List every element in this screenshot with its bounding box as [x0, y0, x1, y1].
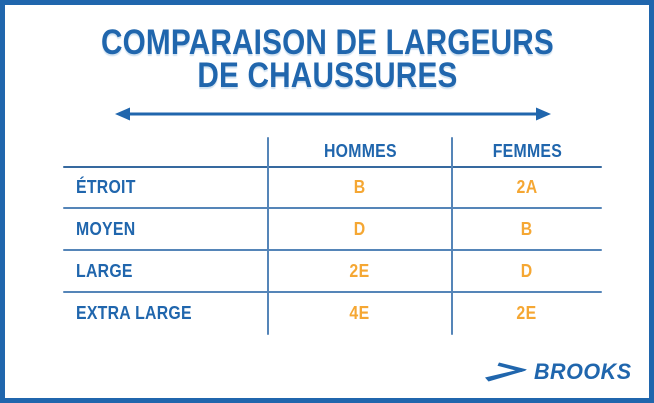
- column-header-hommes: HOMMES: [323, 140, 397, 161]
- page-title: COMPARAISON DE LARGEURS DE CHAUSSURES: [5, 23, 649, 95]
- row-separator-line: [63, 249, 602, 251]
- value-extra-large-hommes: 4E: [349, 303, 371, 323]
- table-corner-cell: [63, 135, 268, 167]
- row-label-large: LARGE: [76, 260, 133, 281]
- title-line-2: DE CHAUSSURES: [196, 56, 458, 95]
- brooks-wordmark: BROOKS: [534, 359, 633, 384]
- table-grid: HOMMES FEMMES ÉTROIT B 2A MOYEN D B LARG…: [63, 135, 602, 335]
- brooks-logo: BROOKS: [485, 359, 633, 385]
- width-comparison-table: HOMMES FEMMES ÉTROIT B 2A MOYEN D B LARG…: [63, 135, 602, 335]
- value-moyen-hommes: D: [354, 218, 366, 239]
- value-extra-large-femmes: 2E: [516, 303, 538, 323]
- row-label-extra-large: EXTRA LARGE: [76, 303, 192, 323]
- value-moyen-femmes: B: [521, 218, 533, 239]
- value-large-hommes: 2E: [349, 260, 371, 281]
- row-label-etroit: ÉTROIT: [76, 177, 136, 197]
- value-etroit-hommes: B: [354, 177, 366, 197]
- row-label-moyen: MOYEN: [76, 218, 136, 239]
- column-divider-line: [267, 137, 269, 335]
- page-title-text: COMPARAISON DE LARGEURS DE CHAUSSURES: [100, 23, 554, 95]
- value-large-femmes: D: [521, 260, 533, 281]
- brooks-flight-mark-icon: [485, 362, 528, 382]
- row-separator-line: [63, 291, 602, 293]
- row-separator-line: [63, 207, 602, 209]
- column-divider-line: [451, 137, 453, 335]
- value-etroit-femmes: 2A: [516, 177, 538, 197]
- column-header-femmes: FEMMES: [492, 140, 562, 161]
- title-line-1: COMPARAISON DE LARGEURS: [100, 23, 554, 62]
- header-separator-line: [63, 166, 602, 168]
- double-arrow-icon: [115, 105, 551, 123]
